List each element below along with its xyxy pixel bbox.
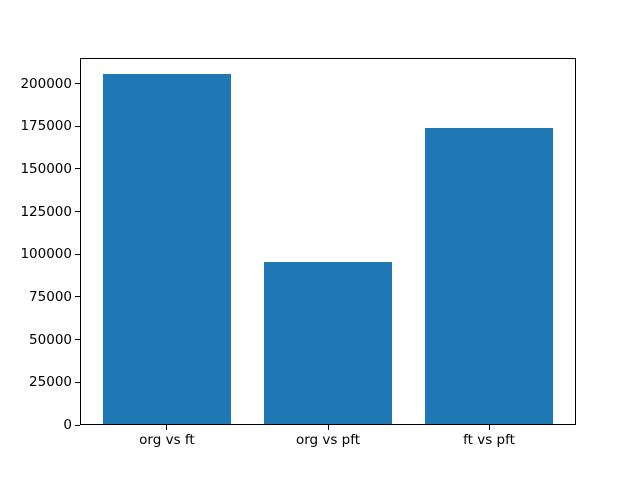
y-tick-mark [75, 168, 80, 170]
y-tick-mark [75, 381, 80, 383]
x-tick-label: org vs ft [139, 432, 195, 448]
x-tick-label: ft vs pft [463, 432, 515, 448]
y-tick-mark [75, 83, 80, 84]
y-tick-mark [75, 211, 80, 213]
y-tick-label: 175000 [20, 118, 72, 135]
y-tick-mark [75, 296, 80, 298]
plot-area [80, 58, 576, 425]
y-tick-label: 0 [63, 417, 72, 433]
bar-org-vs-pft [263, 261, 393, 424]
y-tick-mark [75, 424, 80, 426]
x-tick-label: org vs pft [295, 432, 361, 448]
x-tick-mark [166, 425, 168, 430]
y-tick-label: 150000 [20, 160, 72, 177]
y-tick-mark [75, 339, 80, 341]
y-tick-label: 200000 [20, 75, 72, 92]
y-tick-label: 25000 [29, 374, 72, 391]
bar-ft-vs-pft [424, 128, 554, 424]
y-tick-mark [75, 253, 80, 255]
y-tick-label: 125000 [20, 203, 72, 220]
y-tick-mark [75, 125, 80, 127]
x-tick-mark [327, 425, 329, 430]
y-tick-label: 75000 [29, 288, 72, 305]
x-tick-mark [488, 425, 490, 430]
y-tick-label: 100000 [20, 246, 72, 263]
y-tick-label: 50000 [29, 331, 72, 348]
bar-org-vs-ft [102, 74, 232, 424]
